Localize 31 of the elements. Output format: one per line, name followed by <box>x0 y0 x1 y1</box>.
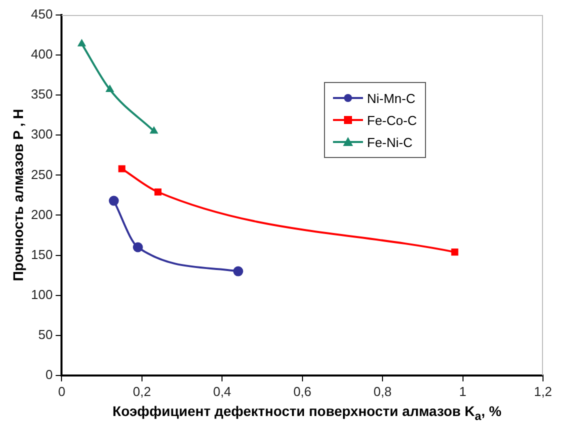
y-tick-label: 200 <box>30 206 53 222</box>
y-tick-label: 50 <box>38 326 53 342</box>
point <box>132 242 143 252</box>
point <box>77 38 86 46</box>
y-tick-label: 250 <box>30 166 53 182</box>
x-tick-label: 0,8 <box>374 384 392 399</box>
point <box>451 248 458 256</box>
x-tick-label: 0,4 <box>213 384 232 399</box>
legend-label: Ni-Mn-C <box>367 90 416 106</box>
point <box>108 196 119 206</box>
y-tick-label: 350 <box>30 86 53 102</box>
x-tick-label: 0,2 <box>132 384 151 399</box>
x-tick-label: 0 <box>58 384 66 399</box>
y-tick-label: 400 <box>30 46 53 62</box>
y-tick-label: 300 <box>30 126 53 142</box>
x-tick-label: 1 <box>459 384 466 399</box>
point <box>233 266 244 276</box>
x-axis-title: Коэффициент дефектности поверхности алмазов K$_{а}$, % <box>112 403 502 423</box>
y-tick-label: 150 <box>30 246 53 262</box>
x-tick-label: 1,2 <box>534 384 552 399</box>
point <box>154 188 162 196</box>
y-axis-title: Прочность алмазов P , Н <box>10 108 26 282</box>
x-tick-label: 0,6 <box>293 384 312 399</box>
legend-label: Fe-Co-C <box>367 112 417 128</box>
point <box>105 84 114 92</box>
y-tick-label: 0 <box>45 366 53 382</box>
legend-label: Fe-Ni-C <box>367 134 412 150</box>
y-tick-label: 450 <box>30 6 53 22</box>
point <box>118 165 126 172</box>
point <box>150 126 158 134</box>
y-tick-label: 100 <box>30 286 53 302</box>
